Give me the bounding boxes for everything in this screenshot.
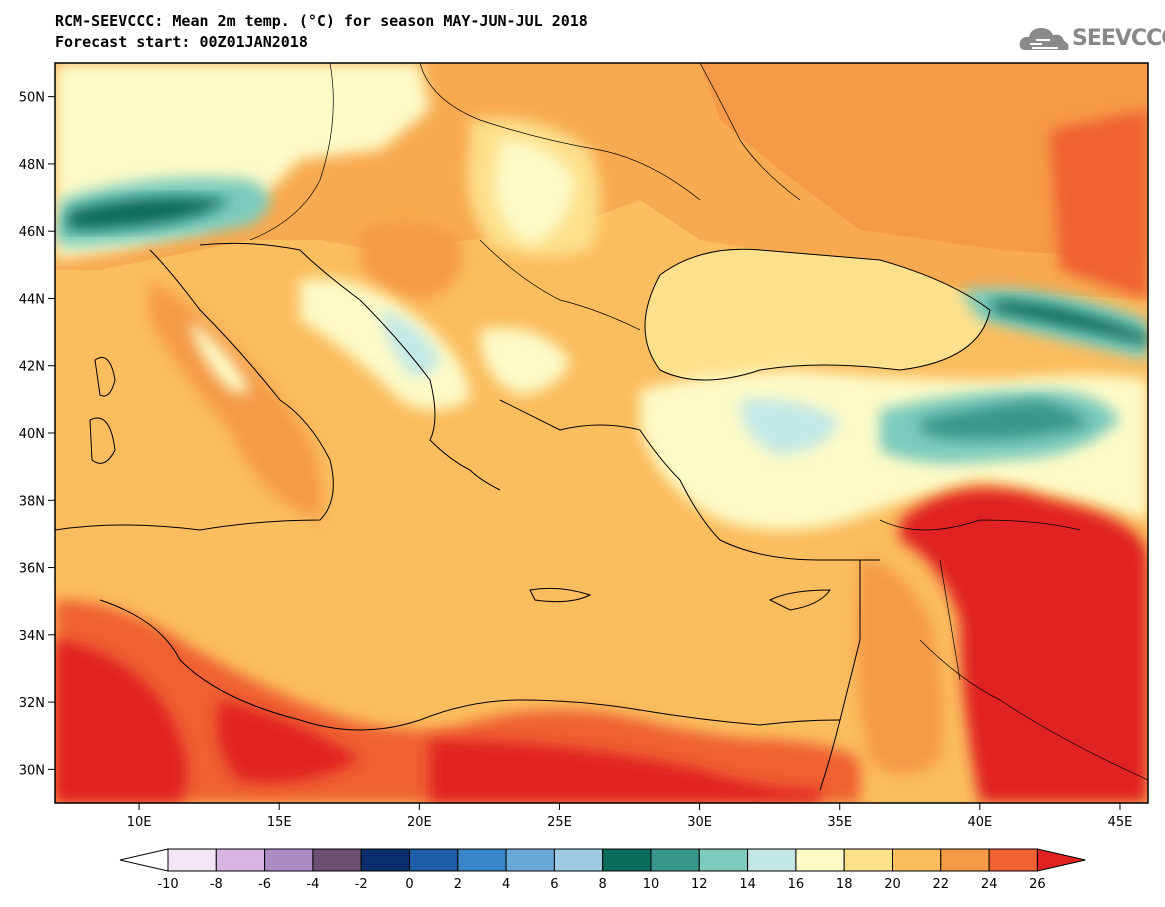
colorbar-label: -8 bbox=[210, 877, 223, 892]
ukraine-area bbox=[700, 63, 1148, 260]
colorbar-label: 18 bbox=[836, 877, 853, 892]
colorbar-label: 14 bbox=[739, 877, 756, 892]
east-anatolia-cold-core bbox=[920, 400, 1090, 440]
lat-tick-label: 30N bbox=[19, 763, 45, 778]
colorbar-label: 16 bbox=[788, 877, 805, 892]
dinaric-cool-core bbox=[380, 310, 440, 376]
colorbar-swatch bbox=[650, 848, 700, 872]
lat-tick-label: 38N bbox=[19, 494, 45, 509]
colorbar-swatch bbox=[457, 848, 507, 872]
lon-tick-label: 35E bbox=[827, 815, 852, 830]
mesopotamia-hot-area bbox=[900, 488, 1148, 803]
lat-tick-label: 48N bbox=[19, 158, 45, 173]
colorbar-swatch bbox=[505, 848, 555, 872]
lat-tick-label: 50N bbox=[19, 91, 45, 106]
apennines-area bbox=[190, 320, 250, 394]
colorbar-swatch bbox=[409, 848, 459, 872]
italy-area bbox=[150, 280, 322, 520]
colorbar-label: 8 bbox=[599, 877, 607, 892]
lon-tick-label: 10E bbox=[127, 815, 152, 830]
lon-tick-label: 25E bbox=[547, 815, 572, 830]
russia-warm-area bbox=[1050, 110, 1148, 300]
colorbar-label: -6 bbox=[258, 877, 271, 892]
colorbar-swatch bbox=[988, 848, 1038, 872]
black-sea-area bbox=[645, 249, 990, 380]
lat-tick-label: 42N bbox=[19, 360, 45, 375]
lon-tick-label: 40E bbox=[967, 815, 992, 830]
country-borders bbox=[249, 63, 1148, 781]
colorbar-label: -2 bbox=[355, 877, 368, 892]
colorbar-swatch bbox=[795, 848, 845, 872]
libya-hot-area bbox=[55, 640, 187, 803]
lon-tick-label: 15E bbox=[267, 815, 292, 830]
lat-tick-label: 44N bbox=[19, 292, 45, 307]
colorbar-under-triangle bbox=[119, 848, 169, 872]
colorbar-swatch bbox=[698, 848, 749, 872]
colorbar-swatch bbox=[747, 848, 797, 872]
colorbar-swatch bbox=[167, 848, 217, 872]
levant-area bbox=[856, 560, 944, 775]
colorbar-swatch bbox=[892, 848, 942, 872]
colorbar-label: 26 bbox=[1029, 877, 1046, 892]
latitude-axis: 50N 48N 46N 44N 42N 40N 38N 36N 34N 32N 30N bbox=[19, 91, 55, 778]
lat-tick-label: 40N bbox=[19, 427, 45, 442]
colorbar-swatch bbox=[360, 848, 411, 872]
lon-tick-label: 30E bbox=[687, 815, 712, 830]
logo-text: SEEVCCC bbox=[1072, 26, 1165, 51]
colorbar-swatch bbox=[312, 848, 362, 872]
egypt-hot-area bbox=[430, 740, 820, 803]
colorbar-label: 10 bbox=[643, 877, 660, 892]
lat-tick-label: 34N bbox=[19, 629, 45, 644]
sirte-hot-area bbox=[217, 700, 360, 783]
colorbar-swatch bbox=[215, 848, 266, 872]
colorbar-swatch bbox=[264, 848, 314, 872]
rhodope-area bbox=[480, 328, 570, 395]
caucasus-cold-core bbox=[990, 300, 1148, 345]
colorbar-label: -4 bbox=[306, 877, 319, 892]
colorbar-swatch bbox=[843, 848, 894, 872]
coastlines bbox=[55, 242, 991, 791]
temperature-field bbox=[55, 63, 1148, 803]
colorbar-swatch bbox=[553, 848, 604, 872]
colorbar-label: 0 bbox=[405, 877, 413, 892]
colorbar-label: 24 bbox=[981, 877, 998, 892]
forecast-start-label: Forecast start: 00Z01JAN2018 bbox=[55, 33, 308, 51]
colorbar-swatch bbox=[602, 848, 652, 872]
colorbar-label: 20 bbox=[884, 877, 901, 892]
colorbar-label: 4 bbox=[502, 877, 510, 892]
lon-tick-label: 45E bbox=[1108, 815, 1133, 830]
lon-tick-label: 20E bbox=[407, 815, 432, 830]
central-anatolia-cool-area bbox=[740, 399, 840, 455]
colorbar-label: 22 bbox=[933, 877, 950, 892]
colorbar-over-triangle bbox=[1036, 848, 1086, 872]
colorbar: -10 -8 -6 -4 -2 0 2 4 6 8 10 12 14 16 18 20 22 24 26 bbox=[119, 848, 1086, 892]
lat-tick-label: 46N bbox=[19, 225, 45, 240]
map-title: RCM-SEEVCCC: Mean 2m temp. (°C) for seas… bbox=[55, 12, 588, 30]
cloud-icon bbox=[1019, 28, 1069, 50]
lat-tick-label: 32N bbox=[19, 696, 45, 711]
lat-tick-label: 36N bbox=[19, 562, 45, 577]
colorbar-label: -10 bbox=[157, 877, 178, 892]
seevccc-logo: SEEVCCC bbox=[1018, 18, 1165, 58]
carpathians-cool-core bbox=[495, 140, 575, 245]
colorbar-label: 2 bbox=[454, 877, 462, 892]
longitude-axis: 10E 15E 20E 25E 30E 35E 40E 45E bbox=[127, 803, 1133, 830]
colorbar-label: 6 bbox=[550, 877, 558, 892]
colorbar-label: 12 bbox=[691, 877, 708, 892]
colorbar-swatch bbox=[940, 848, 990, 872]
alps-cold-core bbox=[65, 196, 230, 230]
pannonian-basin-area bbox=[360, 222, 462, 300]
